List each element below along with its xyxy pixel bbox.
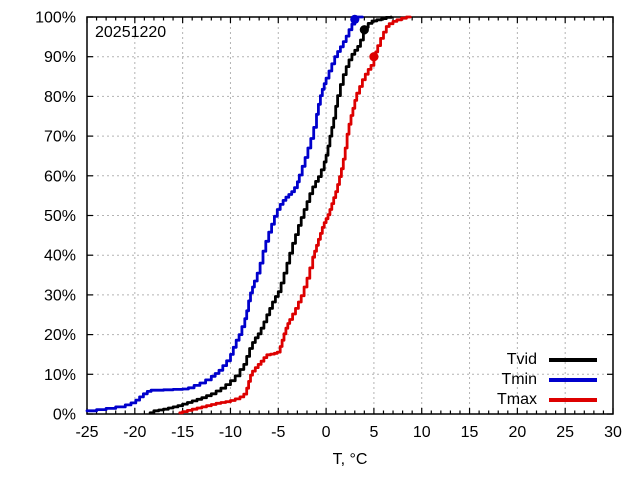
date-annotation: 20251220 [95, 24, 167, 41]
x-tick-label: 10 [413, 424, 431, 441]
y-tick-label: 80% [44, 89, 76, 106]
y-tick-label: 100% [35, 10, 76, 27]
x-tick-label: 15 [461, 424, 479, 441]
y-tick-label: 40% [44, 248, 76, 265]
legend-item-tmin: Tmin [497, 370, 597, 390]
legend: Tvid Tmin Tmax [497, 350, 597, 410]
y-tick-label: 70% [44, 129, 76, 146]
legend-label-tvid: Tvid [506, 351, 537, 368]
series-line-tmax [178, 15, 412, 415]
x-tick-label: -25 [75, 424, 98, 441]
y-tick-label: 50% [44, 208, 76, 225]
x-tick-label: 25 [556, 424, 574, 441]
series-line-tvid [148, 15, 393, 415]
x-tick-label: -5 [271, 424, 285, 441]
series-marker-tmax [369, 52, 379, 62]
y-tick-label: 20% [44, 327, 76, 344]
legend-label-tmax: Tmax [497, 391, 537, 408]
x-tick-label: 0 [322, 424, 331, 441]
x-tick-label: -10 [219, 424, 242, 441]
series-line-tmin [85, 15, 364, 413]
x-tick-label: 30 [604, 424, 622, 441]
x-tick-label: 5 [369, 424, 378, 441]
series-marker-tmin [350, 14, 360, 24]
x-tick-label: -15 [171, 424, 194, 441]
legend-label-tmin: Tmin [501, 371, 537, 388]
legend-item-tvid: Tvid [497, 350, 597, 370]
x-tick-label: 20 [508, 424, 526, 441]
legend-line-swatch-tvid [549, 358, 597, 362]
series-marker-tvid [359, 25, 369, 35]
y-tick-label: 0% [53, 407, 76, 424]
x-tick-label: -20 [123, 424, 146, 441]
y-tick-label: 30% [44, 287, 76, 304]
x-axis-title: T, °C [332, 451, 368, 468]
y-tick-label: 90% [44, 49, 76, 66]
legend-line-swatch-tmax [549, 398, 597, 402]
y-tick-label: 60% [44, 168, 76, 185]
y-tick-label: 10% [44, 367, 76, 384]
legend-line-swatch-tmin [549, 378, 597, 382]
legend-item-tmax: Tmax [497, 390, 597, 410]
